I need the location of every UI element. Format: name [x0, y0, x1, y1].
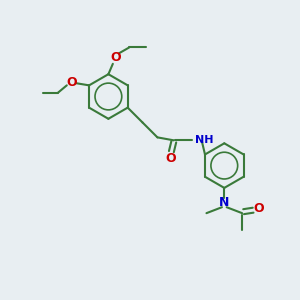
Text: O: O: [110, 51, 121, 64]
Text: NH: NH: [195, 135, 213, 145]
Text: O: O: [66, 76, 76, 89]
Text: O: O: [166, 152, 176, 165]
Text: O: O: [253, 202, 264, 215]
Text: N: N: [219, 196, 230, 209]
